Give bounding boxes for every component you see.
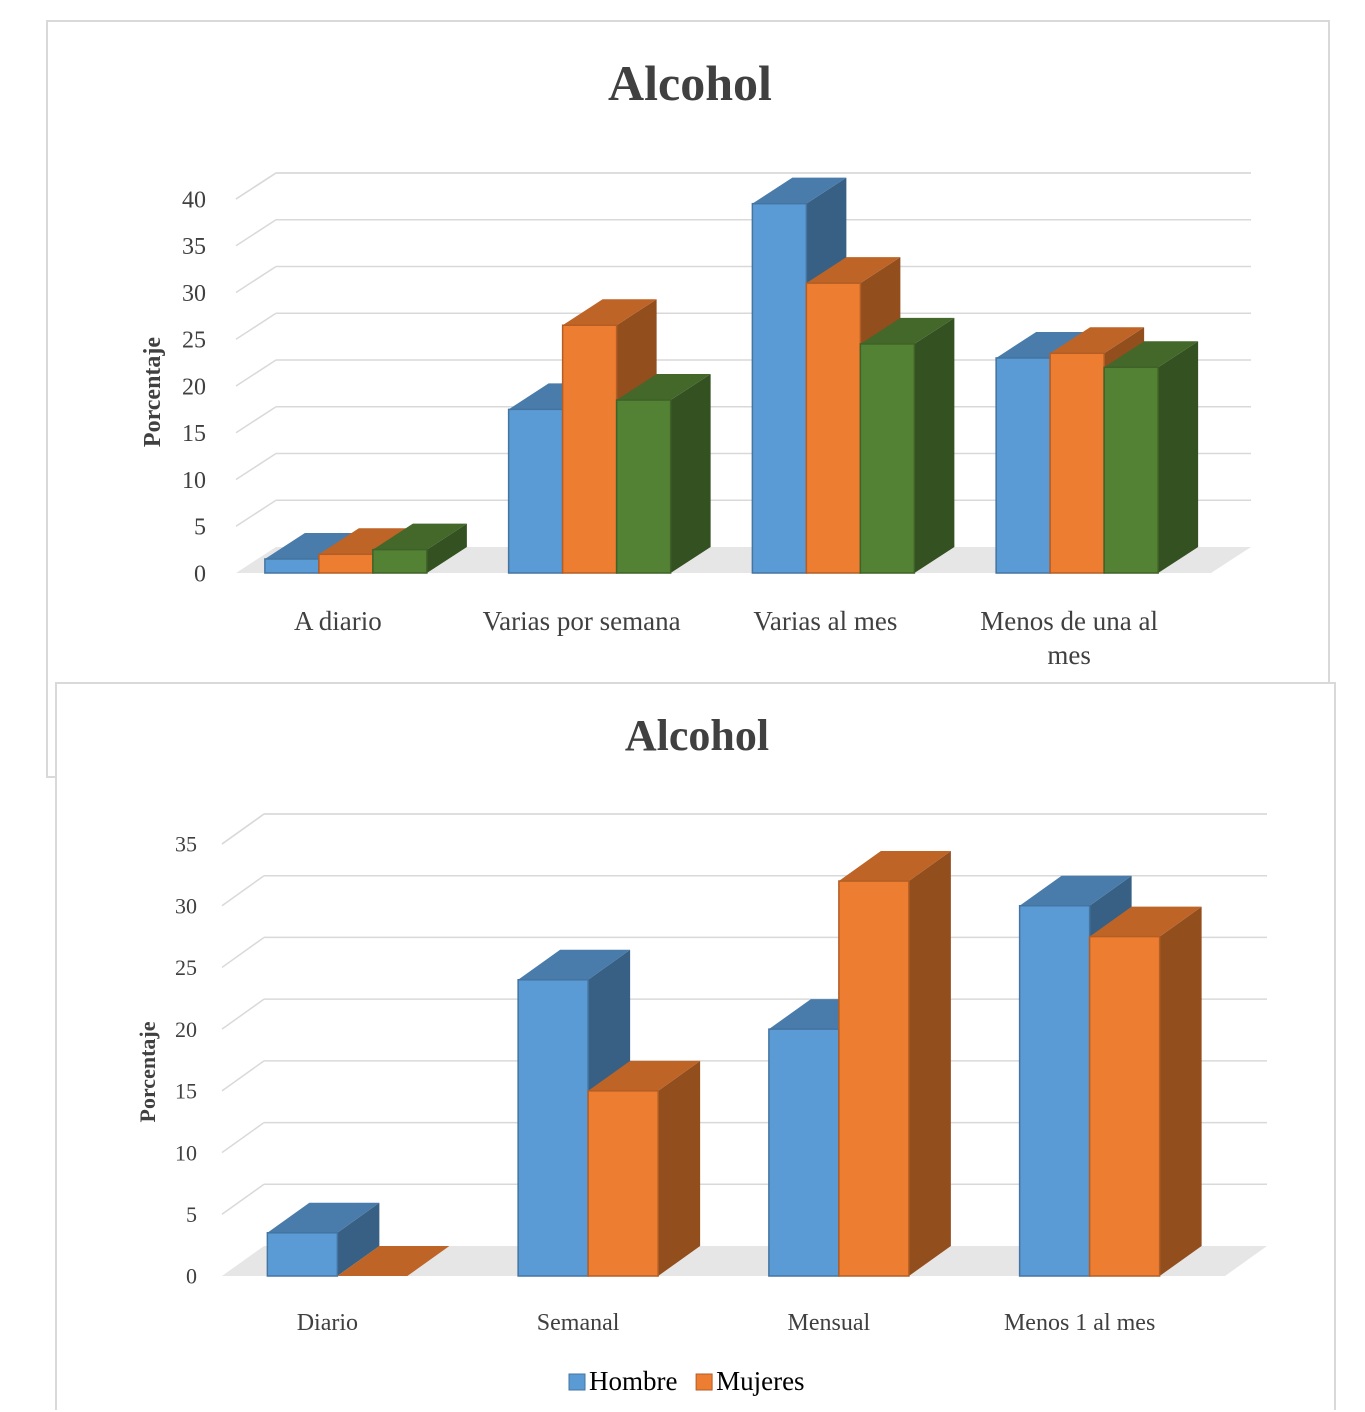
chart-title: Alcohol (625, 711, 769, 760)
bar (1018, 904, 1091, 1277)
chart-alcohol-frecuencia: 0 5 10 15 20 25 30 35 40 A diario Varias por seman… (46, 20, 1330, 778)
bar (805, 282, 862, 574)
bar (372, 548, 428, 574)
gridline-wall (235, 312, 277, 340)
gridline-wall (235, 172, 277, 200)
bar-top (518, 949, 631, 980)
y-tick-label: 35 (182, 234, 206, 260)
y-tick-label: 0 (186, 1264, 197, 1289)
y-tick-label: 0 (194, 561, 206, 587)
gridline-wall (235, 265, 277, 294)
bar (751, 202, 808, 574)
bar-top (752, 177, 847, 204)
bar (517, 979, 589, 1277)
bar (615, 399, 672, 574)
bar (266, 1232, 339, 1277)
bar (1088, 935, 1161, 1277)
y-axis-label: Porcentaje (140, 337, 166, 448)
chart-1-svg: 0 5 10 15 20 25 30 35 40 A diario Varias por seman… (140, 55, 1251, 670)
gridline-wall (235, 499, 277, 527)
chart-alcohol-sexo: 0 5 10 15 20 25 30 35 Diario Semanal Mensual Menos … (55, 682, 1336, 1410)
bar-side (1158, 341, 1199, 573)
bar-top (588, 1060, 701, 1091)
bar-top (1089, 906, 1202, 937)
gridline-wall (221, 998, 265, 1030)
bar-side (670, 374, 711, 573)
y-tick-label: 30 (182, 281, 206, 307)
legend-label: Mujeres (716, 1366, 804, 1396)
y-tick-label: 40 (182, 187, 206, 213)
gridline-wall (221, 1183, 265, 1215)
y-tick-label: 35 (175, 832, 197, 857)
x-category-label: Menos de una al (980, 606, 1158, 636)
bar-top (838, 851, 951, 882)
gridline-wall (221, 875, 265, 907)
bar (318, 553, 374, 574)
y-axis-label: Porcentaje (135, 1021, 160, 1122)
chart-floor (222, 1246, 1267, 1276)
legend-swatch (568, 1373, 586, 1391)
y-tick-label: 5 (194, 515, 206, 541)
bar-top (264, 532, 359, 559)
x-category-label: Diario (297, 1310, 358, 1336)
gridline-wall (235, 219, 277, 247)
gridline-wall (221, 936, 265, 969)
bar-top (562, 299, 657, 326)
chart-2-svg: 0 5 10 15 20 25 30 35 Diario Semanal Mensual Menos … (135, 711, 1267, 1396)
y-tick-label: 20 (182, 374, 206, 400)
bar (587, 1090, 659, 1277)
bar (859, 343, 916, 574)
bar-top (318, 528, 413, 555)
bar-side (658, 1060, 701, 1276)
y-tick-label: 10 (175, 1140, 197, 1165)
y-tick-label: 5 (186, 1202, 197, 1227)
y-tick-label: 15 (175, 1079, 197, 1104)
y-tick-label: 10 (182, 468, 206, 494)
bar (768, 1028, 840, 1277)
gridline-wall (235, 406, 277, 434)
x-category-label: Varias por semana (483, 606, 681, 636)
bar-top (337, 1246, 450, 1276)
bar-side (426, 523, 467, 573)
bar-side (914, 317, 955, 573)
x-category-label: Mensual (788, 1310, 871, 1336)
bar-top (372, 523, 467, 550)
bar-side (908, 851, 951, 1276)
y-tick-label: 25 (182, 328, 206, 354)
gridline-wall (235, 359, 277, 387)
bar-side (1159, 906, 1202, 1276)
x-category-label: mes (1047, 640, 1091, 670)
bar (561, 324, 618, 574)
bar (507, 408, 564, 574)
gridline-wall (235, 452, 277, 481)
bar (1049, 352, 1105, 574)
bar-top (806, 257, 901, 284)
bar-top (1050, 327, 1145, 354)
bar-top (267, 1202, 380, 1233)
bar-top (996, 331, 1091, 358)
gridline-wall (221, 813, 265, 845)
y-tick-label: 25 (175, 955, 197, 980)
bar-top (1019, 875, 1132, 906)
legend-label: Hombre (589, 1366, 677, 1396)
bar-top (616, 374, 711, 401)
legend-swatch (695, 1373, 713, 1391)
bar (264, 558, 320, 574)
x-category-label: Semanal (537, 1310, 620, 1336)
x-category-label: Menos 1 al mes (1004, 1310, 1155, 1336)
bar (838, 880, 910, 1277)
bar (995, 357, 1051, 574)
y-tick-label: 30 (175, 893, 197, 918)
x-category-label: Varias al mes (753, 606, 897, 636)
bar-side (337, 1202, 380, 1276)
y-tick-label: 20 (175, 1017, 197, 1042)
y-tick-label: 15 (182, 421, 206, 447)
bar-top (860, 317, 955, 344)
bar-top (1104, 341, 1199, 368)
gridline-wall (221, 1121, 265, 1154)
chart-title: Alcohol (608, 55, 772, 111)
bar (1103, 366, 1159, 574)
gridline-wall (221, 1060, 265, 1092)
x-category-label: A diario (294, 606, 382, 636)
